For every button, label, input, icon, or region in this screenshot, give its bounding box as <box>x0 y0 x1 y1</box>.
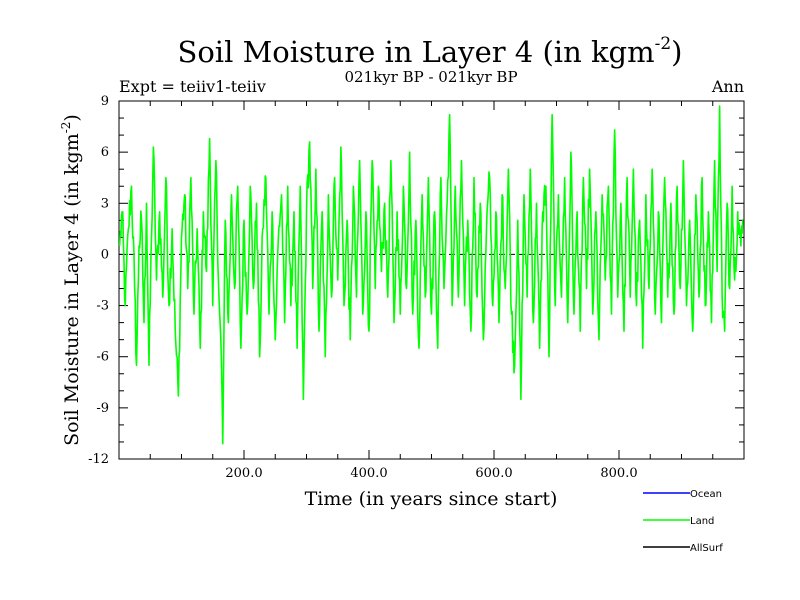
expt-label: Expt = teiiv1-teiiv <box>119 77 266 96</box>
legend-land-label: Land <box>690 516 714 527</box>
tick-labels: 9 6 3 0 -3 -6 -9 -12 200.0 400.0 600.0 800.0 <box>88 94 638 481</box>
season-label: Ann <box>711 77 744 96</box>
y-tick-label: 6 <box>101 145 109 160</box>
y-tick-label: 9 <box>101 94 109 109</box>
legend-allsurf-label: AllSurf <box>690 543 723 554</box>
x-tick-label: 800.0 <box>600 466 637 481</box>
chart-title-close: ) <box>671 35 682 69</box>
axis-ticks <box>119 100 744 460</box>
chart-title-sup: -2 <box>655 34 672 54</box>
x-axis-label: Time (in years since start) <box>305 488 558 510</box>
x-tick-label: 600.0 <box>475 466 512 481</box>
legend: Ocean Land AllSurf <box>643 489 723 554</box>
chart-subtitle: 021kyr BP - 021kyr BP <box>344 68 517 86</box>
y-tick-label: -3 <box>96 299 109 314</box>
y-axis-label-close: ) <box>61 114 83 121</box>
y-tick-label: -12 <box>88 452 109 467</box>
x-tick-label: 400.0 <box>350 466 387 481</box>
x-tick-label: 200.0 <box>225 466 262 481</box>
y-tick-label: 3 <box>101 196 109 211</box>
y-tick-label: 0 <box>101 247 109 262</box>
y-axis-label-main: Soil Moisture in Layer 4 (in kgm <box>61 133 83 446</box>
chart-title: Soil Moisture in Layer 4 (in kgm-2) <box>177 34 682 69</box>
y-axis-label: Soil Moisture in Layer 4 (in kgm-2) <box>59 114 83 446</box>
legend-ocean-label: Ocean <box>690 489 722 500</box>
chart-title-main: Soil Moisture in Layer 4 (in kgm <box>177 35 654 69</box>
y-tick-label: -6 <box>96 350 109 365</box>
y-axis-label-sup: -2 <box>59 122 73 134</box>
y-tick-label: -9 <box>96 401 109 416</box>
series-land-line <box>118 105 744 445</box>
